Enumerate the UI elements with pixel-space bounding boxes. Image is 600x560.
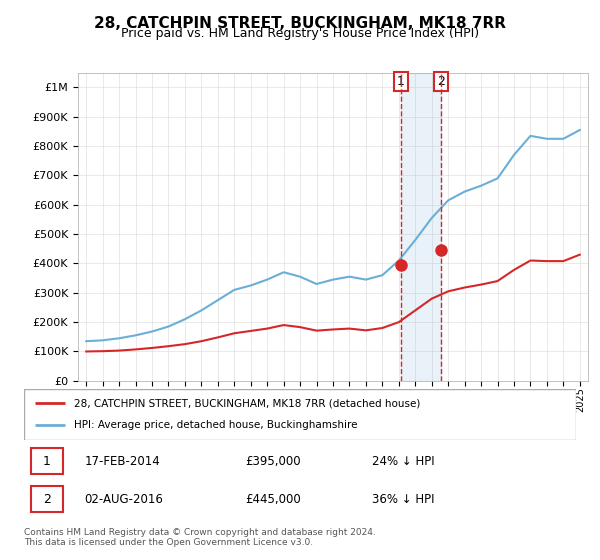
Text: 17-FEB-2014: 17-FEB-2014 [85, 455, 160, 468]
Text: 2: 2 [437, 75, 445, 88]
Text: 02-AUG-2016: 02-AUG-2016 [85, 493, 164, 506]
Text: HPI: Average price, detached house, Buckinghamshire: HPI: Average price, detached house, Buck… [74, 421, 357, 431]
FancyBboxPatch shape [24, 389, 576, 440]
Text: Price paid vs. HM Land Registry's House Price Index (HPI): Price paid vs. HM Land Registry's House … [121, 27, 479, 40]
Bar [401, 73, 441, 381]
Text: £445,000: £445,000 [245, 493, 301, 506]
Text: 1: 1 [397, 75, 405, 88]
Text: 1: 1 [43, 455, 50, 468]
Text: 2: 2 [43, 493, 50, 506]
Text: 24% ↓ HPI: 24% ↓ HPI [372, 455, 434, 468]
Text: 28, CATCHPIN STREET, BUCKINGHAM, MK18 7RR: 28, CATCHPIN STREET, BUCKINGHAM, MK18 7R… [94, 16, 506, 31]
FancyBboxPatch shape [31, 486, 62, 512]
Text: £395,000: £395,000 [245, 455, 301, 468]
Text: 36% ↓ HPI: 36% ↓ HPI [372, 493, 434, 506]
Text: 28, CATCHPIN STREET, BUCKINGHAM, MK18 7RR (detached house): 28, CATCHPIN STREET, BUCKINGHAM, MK18 7R… [74, 398, 420, 408]
Text: Contains HM Land Registry data © Crown copyright and database right 2024.
This d: Contains HM Land Registry data © Crown c… [24, 528, 376, 547]
FancyBboxPatch shape [31, 449, 62, 474]
